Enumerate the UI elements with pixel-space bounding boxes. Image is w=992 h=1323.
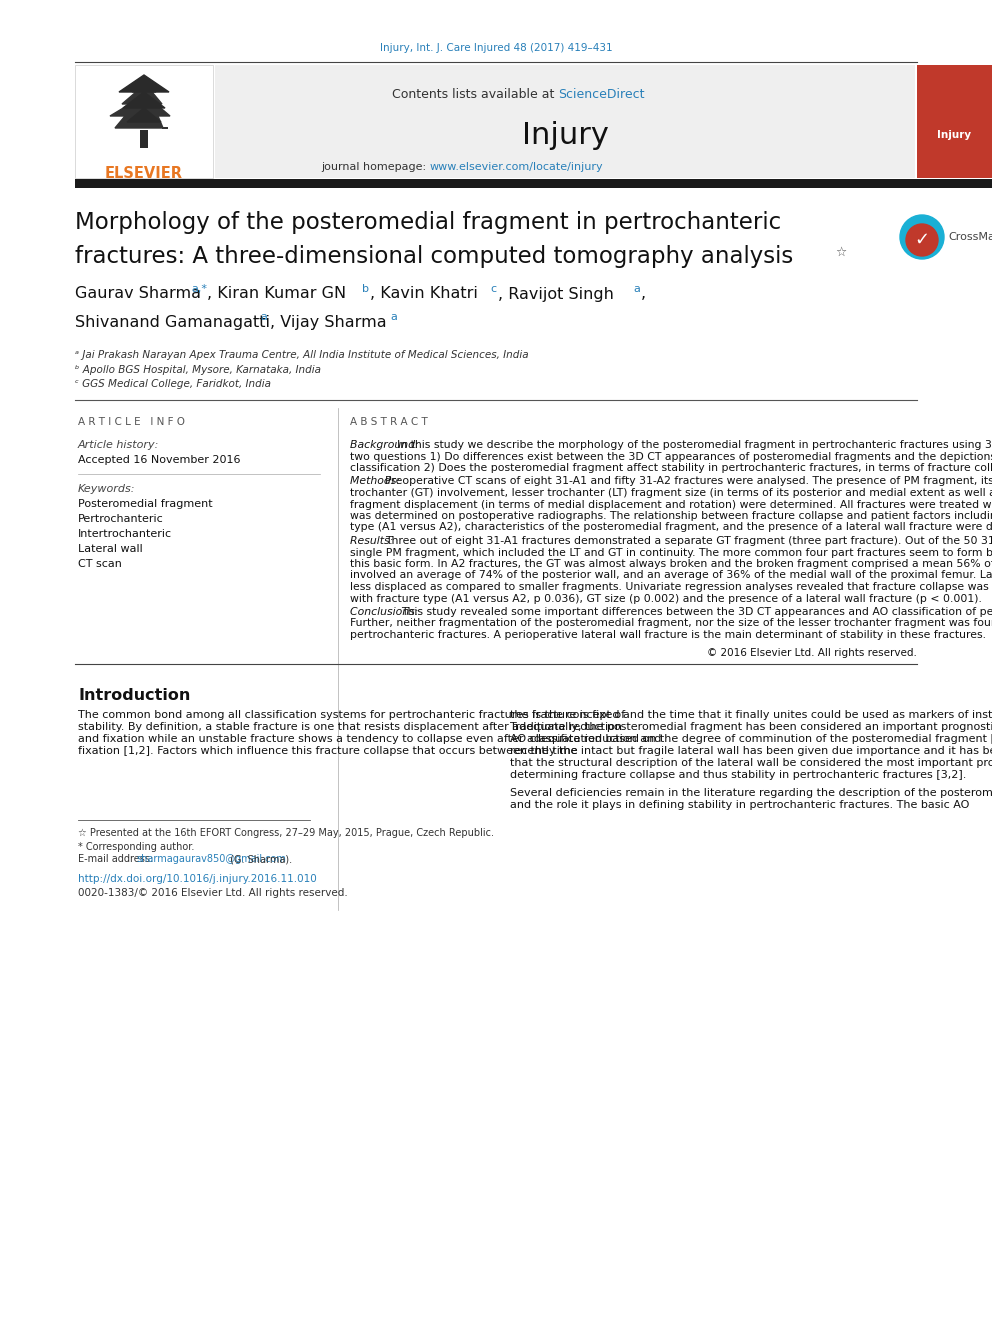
Text: with fracture type (A1 versus A2, p 0.036), GT size (p 0.002) and the presence o: with fracture type (A1 versus A2, p 0.03… — [350, 594, 982, 603]
Polygon shape — [119, 75, 169, 93]
Text: Injury, Int. J. Care Injured 48 (2017) 419–431: Injury, Int. J. Care Injured 48 (2017) 4… — [380, 44, 612, 53]
Text: In this study we describe the morphology of the posteromedial fragment in pertro: In this study we describe the morphology… — [397, 441, 992, 450]
Text: Background:: Background: — [350, 441, 423, 450]
Text: Pertrochanteric: Pertrochanteric — [78, 515, 164, 524]
Polygon shape — [127, 108, 161, 122]
Text: Further, neither fragmentation of the posteromedial fragment, nor the size of th: Further, neither fragmentation of the po… — [350, 618, 992, 628]
Text: two questions 1) Do differences exist between the 3D CT appearances of posterome: two questions 1) Do differences exist be… — [350, 451, 992, 462]
Text: trochanter (GT) involvement, lesser trochanter (LT) fragment size (in terms of i: trochanter (GT) involvement, lesser troc… — [350, 488, 992, 497]
Text: a: a — [390, 312, 397, 321]
Text: http://dx.doi.org/10.1016/j.injury.2016.11.010: http://dx.doi.org/10.1016/j.injury.2016.… — [78, 875, 316, 885]
Text: fragment displacement (in terms of medial displacement and rotation) were determ: fragment displacement (in terms of media… — [350, 500, 992, 509]
Text: AO classification based on the degree of comminution of the posteromedial fragme: AO classification based on the degree of… — [510, 733, 992, 744]
Text: Lateral wall: Lateral wall — [78, 544, 143, 554]
Text: Injury: Injury — [522, 120, 608, 149]
Text: ELSEVIER: ELSEVIER — [105, 165, 183, 180]
Text: Posteromedial fragment: Posteromedial fragment — [78, 499, 212, 509]
Text: recently the intact but fragile lateral wall has been given due importance and i: recently the intact but fragile lateral … — [510, 745, 992, 755]
Text: Preoperative CT scans of eight 31-A1 and fifty 31-A2 fractures were analysed. Th: Preoperative CT scans of eight 31-A1 and… — [385, 476, 992, 487]
Text: a: a — [633, 284, 640, 294]
Text: Morphology of the posteromedial fragment in pertrochanteric: Morphology of the posteromedial fragment… — [75, 212, 781, 234]
Text: pertrochanteric fractures. A perioperative lateral wall fracture is the main det: pertrochanteric fractures. A perioperati… — [350, 630, 986, 640]
Text: A B S T R A C T: A B S T R A C T — [350, 417, 428, 427]
Text: a: a — [260, 312, 267, 321]
Text: type (A1 versus A2), characteristics of the posteromedial fragment, and the pres: type (A1 versus A2), characteristics of … — [350, 523, 992, 532]
Text: This study revealed some important differences between the 3D CT appearances and: This study revealed some important diffe… — [401, 607, 992, 617]
Text: Contents lists available at: Contents lists available at — [392, 89, 558, 102]
Text: The common bond among all classification systems for pertrochanteric fractures i: The common bond among all classification… — [78, 709, 625, 720]
Text: stability. By definition, a stable fracture is one that resists displacement aft: stability. By definition, a stable fract… — [78, 721, 622, 732]
Text: and the role it plays in defining stability in pertrochanteric fractures. The ba: and the role it plays in defining stabil… — [510, 799, 969, 810]
Text: Injury: Injury — [936, 130, 971, 140]
Text: CrossMark: CrossMark — [948, 232, 992, 242]
Text: Three out of eight 31-A1 fractures demonstrated a separate GT fragment (three pa: Three out of eight 31-A1 fractures demon… — [385, 536, 992, 546]
Text: journal homepage:: journal homepage: — [321, 161, 430, 172]
Bar — [917, 65, 992, 179]
Text: determining fracture collapse and thus stability in pertrochanteric fractures [3: determining fracture collapse and thus s… — [510, 770, 966, 779]
Text: ☆ Presented at the 16th EFORT Congress, 27–29 May, 2015, Prague, Czech Republic.: ☆ Presented at the 16th EFORT Congress, … — [78, 828, 494, 839]
Text: Results:: Results: — [350, 536, 397, 546]
Text: and fixation while an unstable fracture shows a tendency to collapse even after : and fixation while an unstable fracture … — [78, 733, 662, 744]
Text: Shivanand Gamanagatti: Shivanand Gamanagatti — [75, 315, 270, 329]
Text: that the structural description of the lateral wall be considered the most impor: that the structural description of the l… — [510, 758, 992, 767]
Text: a,*: a,* — [191, 284, 207, 294]
Text: the fracture is fixed and the time that it finally unites could be used as marke: the fracture is fixed and the time that … — [510, 709, 992, 720]
Text: , Vijay Sharma: , Vijay Sharma — [270, 315, 387, 329]
Text: c: c — [490, 284, 496, 294]
Text: ScienceDirect: ScienceDirect — [558, 89, 645, 102]
Text: Introduction: Introduction — [78, 688, 190, 703]
Text: , Ravijot Singh: , Ravijot Singh — [498, 287, 614, 302]
Text: ☆: ☆ — [835, 246, 846, 258]
Text: ᶜ GGS Medical College, Faridkot, India: ᶜ GGS Medical College, Faridkot, India — [75, 378, 271, 389]
Text: ᵇ Apollo BGS Hospital, Mysore, Karnataka, India: ᵇ Apollo BGS Hospital, Mysore, Karnataka… — [75, 365, 321, 374]
Text: single PM fragment, which included the LT and GT in continuity. The more common : single PM fragment, which included the L… — [350, 548, 992, 557]
Text: fixation [1,2]. Factors which influence this fracture collapse that occurs betwe: fixation [1,2]. Factors which influence … — [78, 745, 577, 755]
Text: classification 2) Does the posteromedial fragment affect stability in pertrochan: classification 2) Does the posteromedial… — [350, 463, 992, 474]
Text: was determined on postoperative radiographs. The relationship between fracture c: was determined on postoperative radiogra… — [350, 511, 992, 521]
Text: Gaurav Sharma: Gaurav Sharma — [75, 287, 201, 302]
Text: less displaced as compared to smaller fragments. Univariate regression analyses : less displaced as compared to smaller fr… — [350, 582, 992, 591]
Text: sharmagaurav850@gmail.com: sharmagaurav850@gmail.com — [136, 855, 286, 864]
Text: , Kiran Kumar GN: , Kiran Kumar GN — [207, 287, 346, 302]
Text: CT scan: CT scan — [78, 560, 122, 569]
Text: Keywords:: Keywords: — [78, 484, 136, 493]
Polygon shape — [123, 93, 165, 108]
Text: A R T I C L E   I N F O: A R T I C L E I N F O — [78, 417, 185, 427]
Text: ✓: ✓ — [915, 232, 930, 249]
Text: , Kavin Khatri: , Kavin Khatri — [370, 287, 478, 302]
Text: Intertrochanteric: Intertrochanteric — [78, 529, 173, 538]
Text: (G. Sharma).: (G. Sharma). — [227, 855, 293, 864]
Text: Conclusions:: Conclusions: — [350, 607, 422, 617]
Bar — [215, 65, 915, 179]
Text: fractures: A three-dimensional computed tomography analysis: fractures: A three-dimensional computed … — [75, 245, 794, 267]
Text: Several deficiencies remain in the literature regarding the description of the p: Several deficiencies remain in the liter… — [510, 787, 992, 798]
Text: this basic form. In A2 fractures, the GT was almost always broken and the broken: this basic form. In A2 fractures, the GT… — [350, 560, 992, 569]
Bar — [75, 65, 213, 179]
Text: ,: , — [641, 287, 646, 302]
Text: Article history:: Article history: — [78, 441, 160, 450]
Text: E-mail address:: E-mail address: — [78, 855, 157, 864]
Text: www.elsevier.com/locate/injury: www.elsevier.com/locate/injury — [430, 161, 603, 172]
Circle shape — [906, 224, 938, 255]
Text: b: b — [362, 284, 369, 294]
Bar — [83, 74, 205, 161]
Text: ᵃ Jai Prakash Narayan Apex Trauma Centre, All India Institute of Medical Science: ᵃ Jai Prakash Narayan Apex Trauma Centre… — [75, 351, 529, 360]
Text: * Corresponding author.: * Corresponding author. — [78, 841, 194, 852]
Bar — [75, 179, 992, 188]
Text: Methods:: Methods: — [350, 476, 404, 487]
Text: involved an average of 74% of the posterior wall, and an average of 36% of the m: involved an average of 74% of the poster… — [350, 570, 992, 581]
Text: 0020-1383/© 2016 Elsevier Ltd. All rights reserved.: 0020-1383/© 2016 Elsevier Ltd. All right… — [78, 889, 348, 898]
Text: © 2016 Elsevier Ltd. All rights reserved.: © 2016 Elsevier Ltd. All rights reserved… — [707, 647, 917, 658]
Circle shape — [900, 216, 944, 259]
Text: Traditionally, the posteromedial fragment has been considered an important progn: Traditionally, the posteromedial fragmen… — [510, 721, 992, 732]
Bar — [140, 130, 148, 148]
Text: Accepted 16 November 2016: Accepted 16 November 2016 — [78, 455, 240, 464]
Polygon shape — [110, 79, 170, 128]
